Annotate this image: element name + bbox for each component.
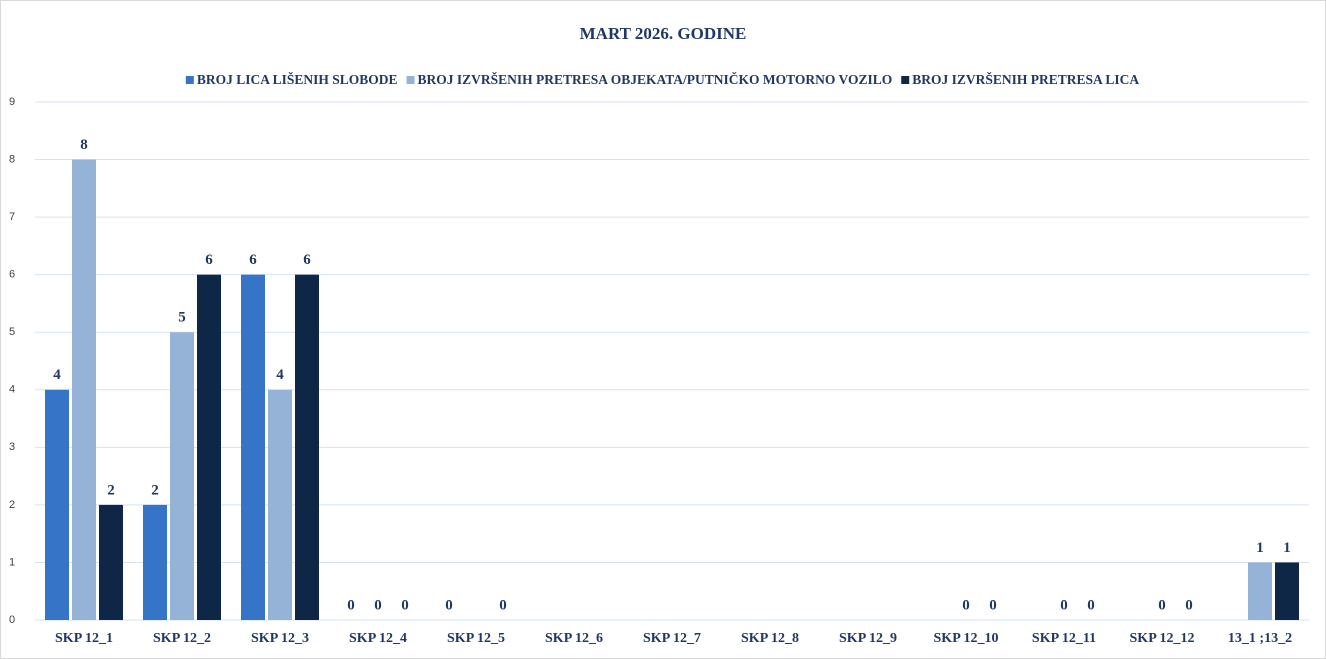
legend-swatch bbox=[901, 76, 910, 84]
x-tick-label: SKP 12_6 bbox=[545, 631, 603, 646]
y-tick-label: 9 bbox=[9, 96, 15, 108]
data-label: 4 bbox=[276, 367, 284, 383]
x-tick-label: SKP 12_9 bbox=[839, 631, 897, 646]
data-label: 0 bbox=[374, 597, 382, 613]
y-tick-label: 0 bbox=[9, 614, 15, 626]
data-label: 6 bbox=[303, 252, 311, 268]
bar bbox=[1275, 562, 1299, 620]
bar bbox=[1248, 562, 1272, 620]
y-tick-label: 5 bbox=[9, 326, 15, 338]
x-tick-label: SKP 12_5 bbox=[447, 631, 505, 646]
data-label: 4 bbox=[53, 367, 61, 383]
data-label: 0 bbox=[347, 597, 355, 613]
x-tick-label: SKP 12_11 bbox=[1032, 631, 1096, 646]
y-tick-label: 3 bbox=[9, 441, 15, 453]
data-label: 1 bbox=[1256, 540, 1264, 556]
data-label: 0 bbox=[401, 597, 409, 613]
x-tick-label: SKP 12_1 bbox=[55, 631, 113, 646]
bar bbox=[241, 274, 265, 620]
y-tick-label: 4 bbox=[9, 384, 15, 396]
data-label: 0 bbox=[989, 597, 997, 613]
data-label: 0 bbox=[1158, 597, 1166, 613]
legend-label: BROJ IZVRŠENIH PRETRESA OBJEKATA/PUTNIČK… bbox=[418, 72, 893, 87]
chart-title: MART 2026. GODINE bbox=[580, 24, 747, 43]
y-tick-label: 6 bbox=[9, 269, 15, 281]
data-label: 0 bbox=[1185, 597, 1193, 613]
y-tick-label: 1 bbox=[9, 556, 15, 568]
data-label: 1 bbox=[1283, 540, 1291, 556]
bar bbox=[197, 274, 221, 620]
x-tick-label: SKP 12_7 bbox=[643, 631, 701, 646]
bar bbox=[295, 274, 319, 620]
y-tick-label: 8 bbox=[9, 153, 15, 165]
data-label: 0 bbox=[1087, 597, 1095, 613]
data-label: 0 bbox=[962, 597, 970, 613]
y-tick-label: 7 bbox=[9, 211, 15, 223]
legend-swatch bbox=[185, 76, 194, 84]
data-label: 5 bbox=[178, 310, 186, 326]
legend-swatch bbox=[406, 76, 415, 84]
bar bbox=[170, 332, 194, 620]
bar bbox=[72, 159, 96, 621]
x-tick-label: 13_1 ;13_2 bbox=[1228, 631, 1292, 646]
x-tick-label: SKP 12_4 bbox=[349, 631, 407, 646]
bar bbox=[143, 504, 167, 620]
x-tick-label: SKP 12_2 bbox=[153, 631, 211, 646]
data-label: 0 bbox=[499, 597, 507, 613]
data-label: 6 bbox=[249, 252, 257, 268]
x-tick-label: SKP 12_8 bbox=[741, 631, 799, 646]
x-tick-label: SKP 12_10 bbox=[934, 631, 999, 646]
legend-label: BROJ IZVRŠENIH PRETRESA LICA bbox=[912, 72, 1139, 87]
data-label: 6 bbox=[205, 252, 213, 268]
bar bbox=[268, 389, 292, 620]
legend-label: BROJ LICA LIŠENIH SLOBODE bbox=[197, 72, 398, 87]
data-label: 0 bbox=[1060, 597, 1068, 613]
data-label: 0 bbox=[445, 597, 453, 613]
x-tick-label: SKP 12_12 bbox=[1130, 631, 1195, 646]
data-label: 2 bbox=[151, 482, 159, 498]
data-label: 2 bbox=[107, 482, 115, 498]
x-tick-label: SKP 12_3 bbox=[251, 631, 309, 646]
bar bbox=[99, 504, 123, 620]
y-tick-label: 2 bbox=[9, 499, 15, 511]
data-label: 8 bbox=[80, 137, 88, 153]
bar bbox=[45, 389, 69, 620]
